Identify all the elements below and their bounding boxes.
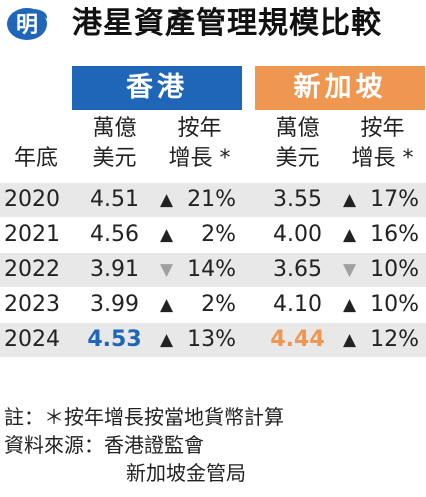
col-header-sg-growth: 按年 增長 * [340,114,425,180]
triangle-up-icon: ▲ [343,225,357,245]
cell-year: 2021 [4,222,60,247]
triangle-up-icon: ▲ [160,330,174,350]
triangle-up-icon: ▲ [160,225,174,245]
cell-hk-growth: 13% [187,327,236,352]
cell-sg-growth: 10% [370,257,419,282]
col-header-line: 美元 [275,146,320,171]
col-header-line: 美元 [92,146,137,171]
region-header-sg: 新加坡 [255,66,425,110]
footnote-growth: 註：＊按年增長按當地貨幣計算 [4,405,284,429]
logo-glyph: 明 [16,13,38,38]
col-header-line: 按年 [177,116,222,141]
table-row: 2022 3.91 ▼ 14% 3.65 ▼ 10% [0,253,426,287]
triangle-up-icon: ▲ [160,295,174,315]
triangle-up-icon: ▲ [343,330,357,350]
col-header-hk-value: 萬億 美元 [72,114,157,180]
cell-sg-growth: 17% [370,187,419,212]
ming-pao-logo-icon: 明 [7,8,48,40]
col-header-sg-value: 萬億 美元 [255,114,340,180]
table-row: 2023 3.99 ▲ 2% 4.10 ▲ 10% [0,288,426,322]
table-row: 2020 4.51 ▲ 21% 3.55 ▲ 17% [0,183,426,217]
cell-sg-growth: 12% [370,327,419,352]
cell-hk-value: 3.99 [90,292,139,317]
header: 明 港星資產管理規模比較 [0,0,426,48]
cell-hk-growth: 21% [187,187,236,212]
cell-sg-growth: 16% [370,222,419,247]
cell-sg-value: 4.00 [273,222,322,247]
col-header-line: 萬億 [92,116,137,141]
cell-year: 2024 [4,327,60,352]
cell-sg-growth: 10% [370,292,419,317]
cell-sg-value: 4.10 [273,292,322,317]
cell-sg-value: 4.44 [270,327,325,352]
cell-sg-value: 3.55 [273,187,322,212]
table-row: 2021 4.56 ▲ 2% 4.00 ▲ 16% [0,218,426,252]
cell-year: 2022 [4,257,60,282]
cell-hk-value: 4.53 [87,327,142,352]
triangle-up-icon: ▲ [343,190,357,210]
triangle-down-icon: ▼ [343,260,357,280]
cell-hk-growth: 2% [201,292,236,317]
col-header-line: 按年 [360,116,405,141]
cell-year: 2023 [4,292,60,317]
table-row: 2024 4.53 ▲ 13% 4.44 ▲ 12% [0,323,426,357]
cell-year: 2020 [4,187,60,212]
col-header-year-label: 年底 [13,146,58,171]
chart-title: 港星資產管理規模比較 [72,6,382,41]
cell-hk-value: 3.91 [90,257,139,282]
source-line-2: 新加坡金管局 [126,461,246,485]
triangle-up-icon: ▲ [343,295,357,315]
triangle-up-icon: ▲ [160,190,174,210]
cell-hk-value: 4.51 [90,187,139,212]
region-header-hk: 香港 [72,66,242,110]
triangle-down-icon: ▼ [160,260,174,280]
col-header-line: 增長 * [351,146,414,171]
cell-sg-value: 3.65 [273,257,322,282]
col-header-line: 增長 * [168,146,231,171]
cell-hk-value: 4.56 [90,222,139,247]
cell-hk-growth: 14% [187,257,236,282]
col-header-year: 年底 [0,144,72,180]
source-line-1: 資料來源：香港證監會 [4,433,204,457]
cell-hk-growth: 2% [201,222,236,247]
col-header-hk-growth: 按年 增長 * [157,114,242,180]
col-header-line: 萬億 [275,116,320,141]
